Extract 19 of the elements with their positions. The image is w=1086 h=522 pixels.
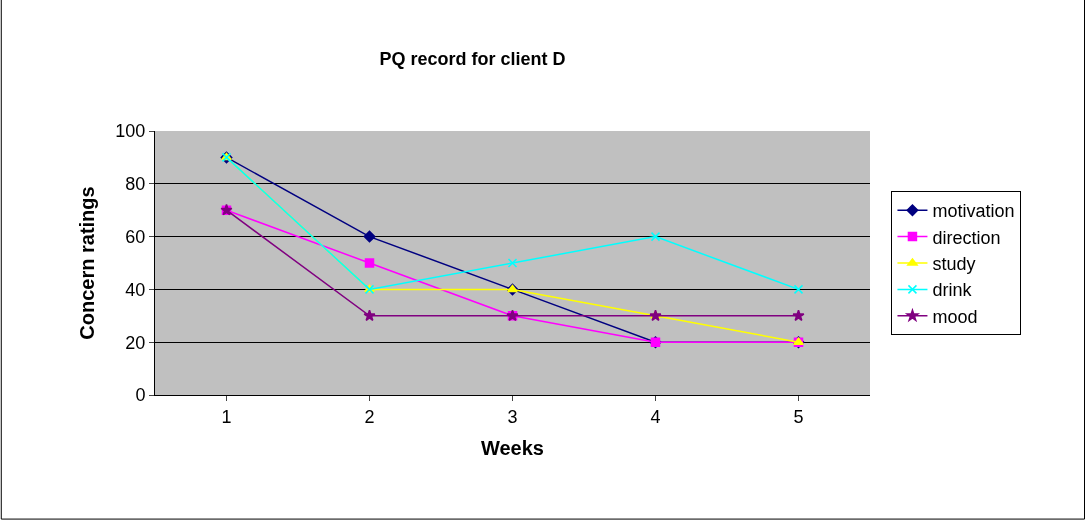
x-tick-label: 4 — [650, 406, 661, 427]
y-tick-label: 60 — [125, 226, 146, 247]
legend-label: study — [932, 254, 976, 275]
x-axis-title: Weeks — [480, 437, 545, 460]
legend-label: drink — [932, 280, 973, 301]
legend-label: mood — [932, 306, 978, 327]
y-axis-title: Concern ratings — [75, 186, 98, 340]
y-tick-label: 80 — [125, 174, 146, 195]
chart-title: PQ record for client D — [379, 48, 566, 69]
x-tick-label: 1 — [221, 406, 232, 427]
y-tick-label: 40 — [125, 279, 146, 300]
x-tick-label: 3 — [507, 406, 518, 427]
y-tick-label: 0 — [135, 385, 146, 406]
x-tick-label: 2 — [364, 406, 375, 427]
x-tick-label: 5 — [793, 406, 804, 427]
y-tick-label: 100 — [115, 121, 146, 142]
legend-label: motivation — [932, 201, 1015, 222]
legend-label: direction — [932, 227, 1001, 248]
y-tick-label: 20 — [125, 332, 146, 353]
